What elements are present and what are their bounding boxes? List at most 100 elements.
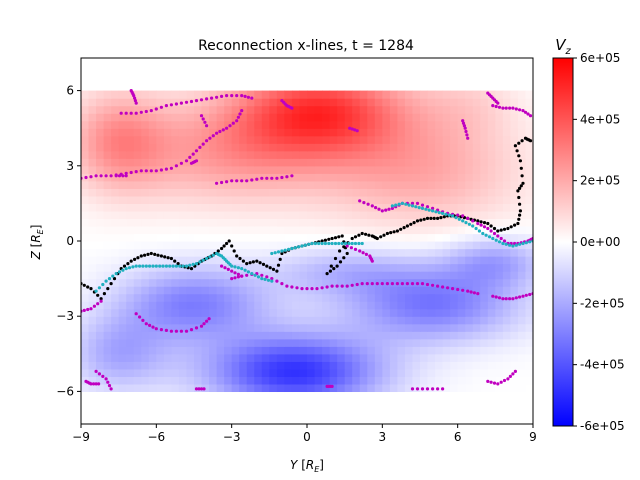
- heatmap-cell: [254, 293, 263, 302]
- heatmap-cell: [231, 98, 240, 107]
- heatmap-cell: [510, 338, 519, 347]
- heatmap-cell: [118, 90, 127, 99]
- x-line-point: [492, 226, 497, 231]
- heatmap-cell: [420, 331, 429, 340]
- heatmap-cell: [246, 278, 255, 287]
- heatmap-cell: [307, 361, 316, 370]
- heatmap-cell: [291, 113, 301, 122]
- heatmap-cell: [404, 113, 414, 122]
- heatmap-cell: [352, 293, 361, 302]
- heatmap-cell: [299, 338, 308, 347]
- y-tick-label: 0: [66, 234, 74, 248]
- heatmap-cell: [269, 90, 278, 99]
- heatmap-cell: [126, 241, 135, 250]
- heatmap-cell: [374, 165, 383, 174]
- heatmap-cell: [88, 173, 97, 182]
- heatmap-cell: [276, 263, 285, 272]
- heatmap-cell: [81, 165, 90, 174]
- heatmap-cell: [374, 233, 383, 242]
- x-line-point: [518, 159, 523, 163]
- heatmap-cell: [389, 188, 398, 197]
- heatmap-cell: [367, 143, 376, 152]
- heatmap-cell: [284, 248, 293, 257]
- x-line-point: [328, 269, 332, 273]
- y-tick-label: 6: [66, 84, 74, 98]
- heatmap-cell: [344, 301, 353, 310]
- heatmap-cell: [337, 173, 346, 182]
- heatmap-cell: [178, 90, 188, 99]
- heatmap-cell: [239, 316, 248, 325]
- x-line-point: [528, 114, 533, 118]
- heatmap-cell: [412, 225, 421, 235]
- heatmap-cell: [216, 158, 225, 167]
- heatmap-cell: [186, 135, 195, 144]
- heatmap-cell: [420, 383, 429, 393]
- heatmap-cell: [427, 308, 436, 317]
- heatmap-cell: [246, 286, 255, 295]
- heatmap-cell: [307, 180, 316, 189]
- x-line-point: [410, 387, 415, 391]
- x-line-point: [337, 235, 341, 239]
- heatmap-cell: [216, 383, 225, 393]
- heatmap-cell: [216, 105, 225, 114]
- heatmap-cell: [178, 308, 188, 317]
- heatmap-cell: [352, 308, 361, 317]
- heatmap-cell: [118, 248, 127, 257]
- heatmap-cell: [495, 278, 504, 287]
- heatmap-cell: [201, 241, 210, 250]
- x-line-point: [431, 283, 435, 287]
- heatmap-cell: [367, 203, 376, 212]
- heatmap-cell: [284, 210, 293, 220]
- heatmap-cell: [352, 90, 361, 99]
- heatmap-cell: [118, 195, 127, 204]
- heatmap-cell: [148, 271, 157, 280]
- x-line-point: [464, 129, 468, 134]
- heatmap-cell: [118, 301, 127, 310]
- heatmap-cell: [299, 218, 308, 227]
- heatmap-cell: [307, 331, 316, 340]
- x-line-point: [509, 225, 513, 229]
- x-line-point: [397, 202, 401, 206]
- heatmap-cell: [96, 173, 105, 182]
- heatmap-cell: [224, 308, 233, 317]
- heatmap-cell: [487, 316, 496, 325]
- heatmap-cell: [510, 353, 519, 362]
- heatmap-cell: [457, 120, 466, 129]
- heatmap-cell: [276, 346, 285, 355]
- heatmap-cell: [450, 150, 459, 159]
- heatmap-cell: [299, 113, 308, 122]
- heatmap-cell: [517, 195, 527, 204]
- heatmap-cell: [487, 338, 496, 347]
- x-line-point: [275, 176, 279, 180]
- x-line-point: [203, 120, 207, 124]
- heatmap-cell: [344, 120, 353, 129]
- heatmap-cell: [156, 331, 165, 340]
- heatmap-cell: [178, 286, 188, 295]
- heatmap-cell: [465, 376, 474, 385]
- heatmap-cell: [344, 278, 353, 287]
- heatmap-cell: [81, 323, 90, 332]
- heatmap-cell: [322, 278, 331, 287]
- heatmap-cell: [276, 165, 285, 174]
- heatmap-cell: [103, 98, 112, 107]
- heatmap-cell: [246, 195, 255, 204]
- heatmap-cell: [517, 346, 527, 355]
- heatmap-cell: [404, 188, 414, 197]
- heatmap-cell: [276, 331, 285, 340]
- heatmap-cell: [307, 383, 316, 393]
- heatmap-cell: [307, 98, 316, 107]
- heatmap-cell: [495, 338, 504, 347]
- heatmap-cell: [216, 120, 225, 129]
- heatmap-cell: [291, 293, 301, 302]
- heatmap-cell: [88, 233, 97, 242]
- heatmap-cell: [374, 150, 383, 159]
- heatmap-cell: [495, 263, 504, 272]
- heatmap-cell: [299, 256, 308, 265]
- heatmap-cell: [389, 301, 398, 310]
- heatmap-cell: [163, 188, 172, 197]
- heatmap-cell: [126, 173, 135, 182]
- heatmap-cell: [269, 210, 278, 220]
- heatmap-cell: [389, 271, 398, 280]
- heatmap-cell: [239, 218, 248, 227]
- heatmap-cell: [156, 128, 165, 137]
